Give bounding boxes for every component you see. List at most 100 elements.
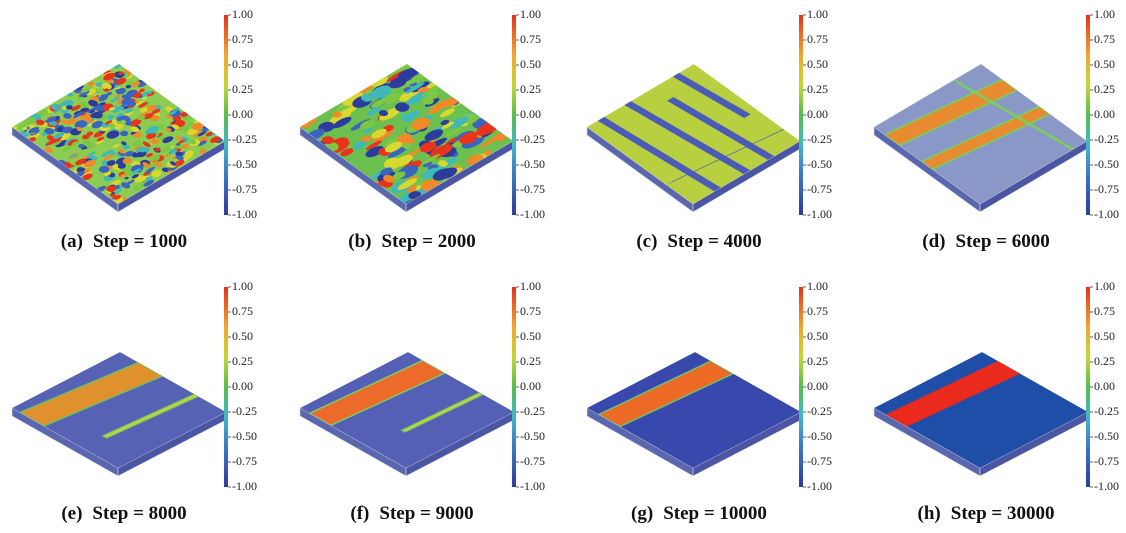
colorbar-tick-label: 0.00: [232, 379, 253, 393]
figure: 1.00 0.75 0.50 0.25 0.00 -0.25 -0.50 -0.75 -1.00…: [0, 0, 1126, 533]
panel: 1.000.750.500.250.00-0.25-0.50-0.75-1.00…: [874, 279, 1119, 524]
colorbar-tick-label: 0.00: [520, 379, 541, 393]
slab-texture: [5, 60, 232, 209]
colorbar-tick-label: -0.25: [1094, 404, 1119, 418]
colorbar-tick-label: -0.25: [232, 132, 257, 146]
colorbar-tick-label: 0.25: [520, 82, 541, 96]
colorbar-tick-label: 1.00: [1094, 279, 1115, 293]
panel-label: (e): [61, 503, 82, 524]
colorbar-tick-label: -1.00: [520, 479, 545, 493]
colorbar-tick-label: 0.75: [520, 32, 541, 46]
colorbar-tick-label: 0.00: [807, 107, 828, 121]
colorbar-tick-label: 0.25: [232, 354, 253, 368]
colorbar-tick-label: 0.00: [520, 107, 541, 121]
slab-top: [874, 352, 1088, 468]
colorbar-tick-label: -0.25: [807, 404, 832, 418]
slab-top: [874, 64, 1095, 210]
colorbar-tick-label: 0.50: [1094, 329, 1115, 343]
colorbar-tick-label: 0.00: [1094, 107, 1115, 121]
colorbar-tick-label: -0.75: [1094, 454, 1119, 468]
colorbar-tick-label: -0.25: [520, 404, 545, 418]
colorbar-tick-label: -0.75: [520, 182, 545, 196]
slab-texture: [874, 64, 1095, 210]
panel-step: Step = 1000: [93, 231, 187, 252]
colorbar: [224, 15, 228, 215]
panel-caption: (c)Step = 4000: [636, 231, 761, 252]
panel-label: (a): [61, 231, 83, 252]
panel-caption: (d) Step = 6000: [922, 231, 1049, 252]
panel-label: (g): [631, 503, 653, 524]
panel-caption: (e) Step = 8000: [61, 503, 186, 524]
colorbar-tick-label: 1.00: [232, 279, 253, 293]
colorbar: [224, 287, 228, 487]
colorbar-tick-label: 1.00: [520, 279, 541, 293]
colorbar-tick-label: 1.00: [520, 7, 541, 21]
colorbar-tick-label: 1.00: [807, 7, 828, 21]
slab-texture: [12, 352, 226, 468]
colorbar-tick-label: 0.50: [232, 57, 253, 71]
panel-caption: (b)Step = 2000: [348, 231, 475, 252]
colorbar-tick-label: -0.25: [520, 132, 545, 146]
colorbar-tick-label: -0.50: [232, 157, 257, 171]
colorbar-tick-label: -0.25: [232, 404, 257, 418]
colorbar-tick-label: 0.00: [232, 107, 253, 121]
panel-label: (b): [348, 231, 371, 252]
colorbar-tick-label: -0.50: [520, 157, 545, 171]
colorbar-tick-label: -0.75: [232, 454, 257, 468]
colorbar-tick-label: 0.75: [232, 32, 253, 46]
panel-label: (c): [636, 231, 657, 252]
colorbar-tick-label: 0.50: [232, 329, 253, 343]
slab-texture: [300, 352, 514, 468]
colorbar-tick-label: -1.00: [1094, 207, 1119, 221]
colorbar-tick-label: -0.75: [807, 182, 832, 196]
colorbar-tick-label: 0.25: [1094, 82, 1115, 96]
panel-step: Step = 10000: [663, 503, 767, 524]
colorbar-tick-label: 1.00: [232, 7, 253, 21]
panel-step: Step = 6000: [956, 231, 1050, 252]
slab-top: [288, 56, 525, 211]
panel-step: Step = 8000: [92, 503, 186, 524]
colorbar-tick-label: -1.00: [232, 479, 257, 493]
slab-top: [300, 352, 514, 468]
colorbar-tick-label: 0.75: [807, 304, 828, 318]
slab-texture: [587, 60, 806, 204]
panel: 1.000.750.500.250.00-0.25-0.50-0.75-1.00…: [587, 279, 832, 524]
slab-texture: [587, 352, 801, 468]
colorbar-tick-label: 0.75: [1094, 304, 1115, 318]
colorbar-tick-label: 0.25: [807, 354, 828, 368]
colorbar: [1086, 287, 1090, 487]
colorbar-tick-label: -1.00: [520, 207, 545, 221]
colorbar: [1086, 15, 1090, 215]
colorbar-tick-label: -0.50: [807, 157, 832, 171]
panel: 1.000.750.500.250.00-0.25-0.50-0.75-1.00…: [587, 7, 832, 252]
colorbar-tick-label: -0.50: [520, 429, 545, 443]
colorbar-tick-label: 0.25: [520, 354, 541, 368]
panel: 1.00 0.75 0.50 0.25 0.00 -0.25 -0.50 -0.75 -1.00…: [5, 7, 257, 252]
panel: 1.000.750.500.250.00-0.25-0.50-0.75-1.00…: [12, 279, 257, 524]
colorbar-tick-label: 0.75: [520, 304, 541, 318]
colorbar-tick-label: 0.25: [232, 82, 253, 96]
panel: 1.00 0.75 0.50 0.25 0.00 -0.25 -0.50 -0.75 -1.00…: [300, 279, 545, 524]
colorbar: [799, 15, 803, 215]
colorbar-tick-label: -0.50: [1094, 429, 1119, 443]
colorbar-tick-label: -0.50: [1094, 157, 1119, 171]
colorbar-tick-label: 0.50: [807, 329, 828, 343]
panel: 1.000.750.500.250.00-0.25-0.50-0.75-1.00…: [288, 7, 545, 252]
colorbar-tick-label: 0.00: [807, 379, 828, 393]
colorbar-tick-label: -0.75: [232, 182, 257, 196]
colorbar-tick-label: -0.75: [520, 454, 545, 468]
colorbar-tick-label: 0.75: [1094, 32, 1115, 46]
slab-top: [587, 60, 806, 204]
slab-top: [587, 352, 801, 468]
slab-texture: [874, 352, 1088, 468]
colorbar-tick-label: -1.00: [232, 207, 257, 221]
panel-label: (h): [918, 503, 941, 524]
colorbar-tick-label: 0.50: [520, 329, 541, 343]
colorbar: [799, 287, 803, 487]
panel-caption: (f)Step = 9000: [350, 503, 473, 524]
colorbar-tick-label: -0.75: [807, 454, 832, 468]
panel-label: (d): [922, 231, 945, 252]
colorbar-tick-label: -0.25: [807, 132, 832, 146]
colorbar-tick-label: -0.25: [1094, 132, 1119, 146]
colorbar: [512, 287, 516, 487]
